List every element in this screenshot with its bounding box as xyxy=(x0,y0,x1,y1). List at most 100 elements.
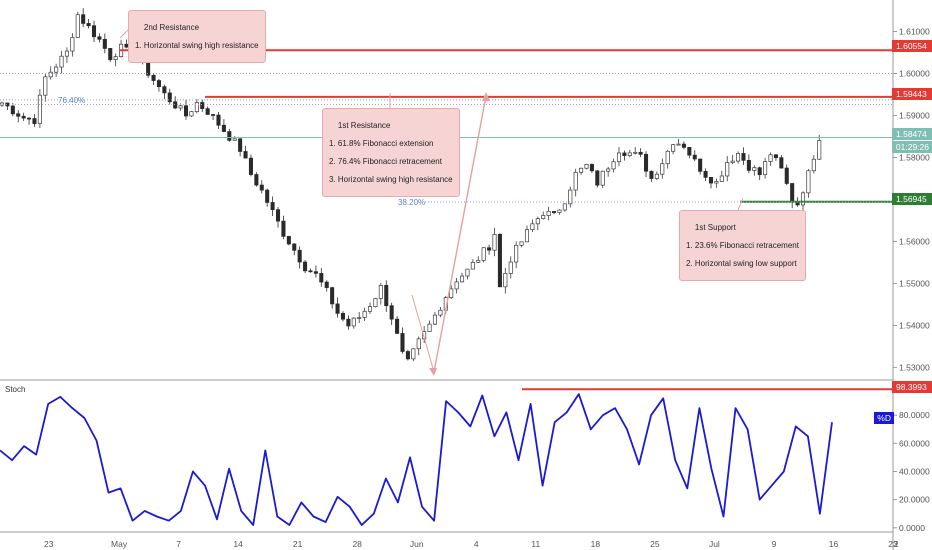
candle-body xyxy=(178,105,183,109)
candle-body xyxy=(681,143,686,148)
candle-body xyxy=(763,161,768,176)
projection-base-line xyxy=(411,294,435,373)
candle-body xyxy=(806,170,811,194)
candle-body xyxy=(736,153,741,162)
candle-body xyxy=(59,55,64,68)
candle-body xyxy=(357,317,362,319)
candle-body xyxy=(54,66,59,73)
stoch-tick-label: 40.0000 xyxy=(899,466,930,476)
candle-body xyxy=(238,138,243,152)
candle-body xyxy=(0,102,5,106)
candle-body xyxy=(524,229,530,243)
time-tick-label: 18 xyxy=(591,539,601,549)
candle-body xyxy=(27,117,32,120)
candle-body xyxy=(37,94,42,124)
candle-body xyxy=(351,317,356,327)
candle-body xyxy=(411,348,416,360)
candle-body xyxy=(741,153,746,161)
price-tick-label: 1.61000 xyxy=(899,26,930,36)
candle-body xyxy=(817,140,822,160)
time-tick-label: 7 xyxy=(176,539,181,549)
candle-body xyxy=(508,261,513,274)
candle-body xyxy=(573,171,578,191)
candle-body xyxy=(97,36,102,40)
annotation-connector-r2 xyxy=(119,29,129,39)
time-tick-label: 2 xyxy=(894,539,899,549)
candle-body xyxy=(427,323,432,332)
stoch-series-label: %D xyxy=(874,412,894,424)
candle-body xyxy=(811,158,816,172)
annotation-connector-s1 xyxy=(737,197,744,211)
candle-body xyxy=(362,310,367,318)
candle-body xyxy=(589,164,594,172)
annotation-2nd-resistance: 2nd Resistance 1. Horizontal swing high … xyxy=(128,10,266,63)
annotation-line: 2. Horizontal swing low support xyxy=(686,259,797,268)
candle-body xyxy=(465,268,470,277)
candle-body xyxy=(313,271,318,274)
price-tick-label: 1.53000 xyxy=(899,362,930,372)
candle-body xyxy=(297,249,302,263)
candle-body xyxy=(216,114,221,126)
candle-body xyxy=(367,306,373,312)
annotation-line: 1. 61.8% Fibonacci extension xyxy=(329,139,434,148)
candle-body xyxy=(557,209,562,213)
stoch-tick-label: 20.0000 xyxy=(899,495,930,505)
fib-label-38: 38.20% xyxy=(398,198,425,207)
projection-arrow xyxy=(433,95,487,373)
candle-body xyxy=(552,211,557,213)
candle-body xyxy=(308,270,313,273)
price-tick-label: 1.55000 xyxy=(899,278,930,288)
candle-body xyxy=(800,192,806,206)
price-tick-label: 1.60000 xyxy=(899,68,930,78)
candle-body xyxy=(167,92,172,103)
stoch-tick-label: 0.0000 xyxy=(899,523,925,533)
candle-body xyxy=(481,247,486,261)
candle-body xyxy=(519,241,524,246)
candle-body xyxy=(330,287,335,305)
stoch-title: Stoch xyxy=(5,385,25,394)
price-tick-label: 1.56000 xyxy=(899,236,930,246)
candle-body xyxy=(660,163,665,175)
candle-body xyxy=(757,167,762,176)
candle-body xyxy=(600,170,605,186)
time-tick-label: 4 xyxy=(474,539,479,549)
annotation-title: 1st Support xyxy=(694,223,736,232)
candle-body xyxy=(752,167,757,171)
candle-body xyxy=(530,223,535,230)
candle-body xyxy=(324,281,329,288)
candle-body xyxy=(671,144,676,152)
candle-body xyxy=(91,25,97,38)
time-tick-label: Jul xyxy=(709,539,720,549)
candle-body xyxy=(205,108,210,115)
candle-body xyxy=(708,177,714,184)
candle-body xyxy=(487,247,492,251)
candle-body xyxy=(389,305,394,320)
candle-body xyxy=(243,151,248,159)
time-tick-label: 9 xyxy=(772,539,777,549)
candle-body xyxy=(476,260,481,263)
candle-body xyxy=(779,157,784,169)
candle-body xyxy=(725,162,730,177)
candle-body xyxy=(173,101,178,109)
annotation-line: 2. 76.4% Fibonacci retracement xyxy=(329,157,442,166)
candle-body xyxy=(698,158,703,172)
candle-body xyxy=(633,151,638,154)
price-tick-label: 1.54000 xyxy=(899,320,930,330)
candle-body xyxy=(784,167,789,184)
candle-body xyxy=(286,236,291,245)
candle-body xyxy=(75,14,80,38)
candle-body xyxy=(81,14,86,24)
candle-body xyxy=(541,215,546,219)
candle-body xyxy=(492,233,497,251)
candle-body xyxy=(151,74,156,81)
candle-body xyxy=(227,131,232,141)
candle-body xyxy=(254,174,259,186)
countdown-tag: 01:29:26 xyxy=(891,141,932,153)
candle-body xyxy=(649,170,654,179)
candle-body xyxy=(730,160,735,163)
annotation-line: 1. Horizontal swing high resistance xyxy=(135,41,259,50)
time-tick-label: 23 xyxy=(44,539,54,549)
candle-body xyxy=(535,218,540,225)
candle-body xyxy=(416,338,421,350)
